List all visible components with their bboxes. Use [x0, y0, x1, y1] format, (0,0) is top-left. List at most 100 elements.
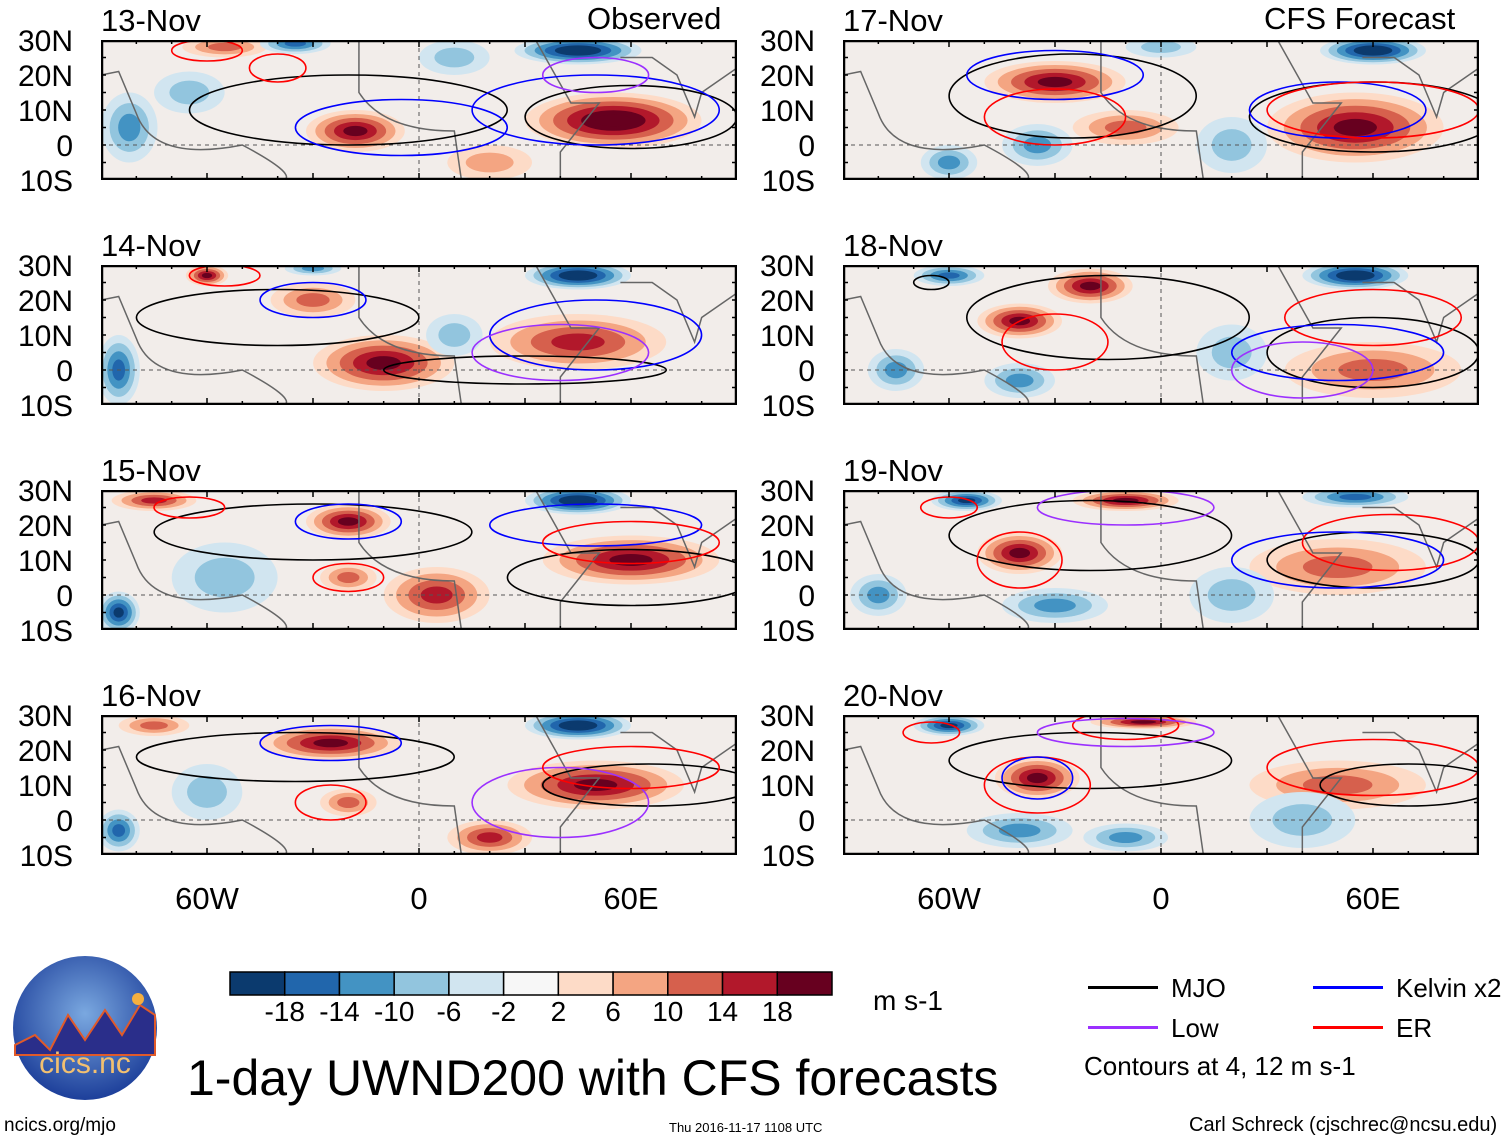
coastline [101, 715, 737, 855]
legend-line-kelvin [1313, 986, 1383, 989]
low-contour [471, 323, 650, 382]
anomaly-shading [551, 333, 605, 351]
er-contour [188, 265, 261, 287]
y-tick-label: 30N [759, 250, 815, 283]
panel-frame [101, 715, 737, 855]
x-tick-label: 60E [603, 881, 659, 916]
anomaly-shading [337, 517, 359, 526]
anomaly-shading [1009, 547, 1031, 559]
kelvin-contour [1001, 756, 1074, 800]
anomaly-shading [337, 571, 360, 584]
map-panel-17-Nov [843, 40, 1479, 180]
kelvin-contour [471, 74, 721, 146]
anomaly-shading [438, 323, 471, 347]
anomaly-shading [194, 557, 255, 598]
y-tick-label: 10N [759, 770, 815, 803]
coastline [101, 490, 737, 630]
er-contour [983, 88, 1127, 146]
panel-date-label: 13-Nov [101, 3, 201, 38]
er-contour [541, 520, 721, 565]
y-tick-label: 0 [798, 580, 815, 613]
y-tick-label: 30N [759, 475, 815, 508]
author: Carl Schreck (cjschrec@ncsu.edu) [1189, 1114, 1498, 1136]
anomaly-shading [187, 776, 227, 808]
coastline [843, 265, 1479, 405]
anomaly-shading [118, 113, 141, 142]
coastline [101, 40, 737, 180]
anomaly-shading [434, 47, 475, 68]
er-contour [170, 40, 244, 62]
panel-frame [843, 490, 1479, 630]
y-tick-label: 10S [761, 840, 815, 873]
map-panel-15-Nov [101, 490, 737, 630]
y-tick-label: 20N [759, 60, 815, 93]
mjo-contour [135, 731, 455, 783]
y-tick-label: 0 [56, 580, 73, 613]
anomaly-shading [567, 497, 589, 504]
colorbar-swatch [393, 971, 450, 996]
colorbar-tick-label: 2 [550, 996, 567, 1027]
anomaly-shading [420, 586, 453, 604]
colorbar-swatch [667, 971, 724, 996]
anomaly-shading [1207, 579, 1256, 611]
y-tick-label: 20N [759, 510, 815, 543]
legend-label: Low [1171, 1013, 1219, 1043]
anomaly-shading [113, 607, 124, 618]
y-tick-label: 30N [17, 250, 73, 283]
kelvin-contour [488, 503, 703, 547]
y-tick-label: 30N [17, 700, 73, 733]
panel-date-label: 17-Nov [843, 3, 943, 38]
y-tick-label: 10S [19, 840, 73, 873]
legend-line-er [1313, 1026, 1383, 1029]
low-contour [541, 56, 650, 94]
anomaly-shading [1026, 772, 1048, 784]
map-panel-20-Nov [843, 715, 1479, 855]
anomaly-shading [112, 824, 126, 837]
panel-date-label: 18-Nov [843, 228, 943, 263]
y-tick-label: 10S [761, 390, 815, 423]
y-tick-label: 10S [19, 390, 73, 423]
er-contour [153, 496, 226, 519]
y-tick-label: 10N [17, 320, 73, 353]
colorbar-boxes [229, 971, 833, 996]
anomaly-shading [1302, 775, 1373, 795]
anomaly-shading [1333, 118, 1377, 137]
panel-frame [101, 265, 737, 405]
colorbar-swatch [229, 971, 286, 996]
colorbar-swatch [612, 971, 669, 996]
anomaly-shading [567, 272, 589, 279]
anomaly-shading [1302, 555, 1373, 579]
mjo-contour [966, 274, 1250, 361]
y-tick-label: 0 [56, 355, 73, 388]
x-tick-label: 60W [917, 881, 981, 916]
anomaly-shading [140, 721, 168, 730]
y-tick-label: 10N [759, 95, 815, 128]
site-url[interactable]: ncics.org/mjo [4, 1115, 116, 1136]
x-tick-label: 60E [1345, 881, 1401, 916]
colorbar-tick-label: -18 [264, 996, 305, 1027]
coastline [843, 40, 1479, 180]
kelvin-contour [294, 98, 509, 157]
y-tick-label: 20N [17, 510, 73, 543]
anomaly-shading [1079, 281, 1101, 291]
cics-logo: cics.nc [13, 956, 157, 1100]
y-tick-label: 10N [17, 545, 73, 578]
anomaly-shading [343, 125, 368, 137]
map-panel-19-Nov [843, 490, 1479, 630]
map-panel-16-Nov [101, 715, 737, 855]
mjo-contour [948, 53, 1198, 139]
anomaly-shading [1037, 76, 1073, 88]
y-tick-label: 20N [759, 735, 815, 768]
anomaly-shading [169, 80, 210, 105]
panel-frame [843, 715, 1479, 855]
legend-label: ER [1396, 1013, 1433, 1043]
mjo-contour [188, 74, 508, 146]
anomaly-shading [1344, 272, 1367, 279]
observed-title: Observed [587, 1, 722, 36]
er-contour [976, 531, 1063, 589]
y-tick-label: 10S [19, 165, 73, 198]
er-contour [1283, 288, 1463, 347]
anomaly-shading [958, 497, 976, 504]
y-tick-label: 20N [17, 285, 73, 318]
